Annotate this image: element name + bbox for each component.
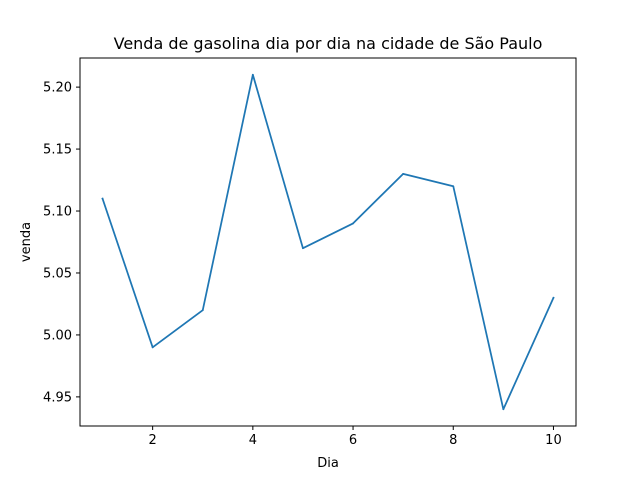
- x-tick-label: 10: [545, 433, 562, 448]
- y-tick-label: 5.00: [43, 328, 72, 343]
- y-tick-label: 5.15: [43, 143, 72, 158]
- axis-ticks: 2 4 6 8 10 4.95 5.00 5.05 5.10 5.15 5.20: [43, 81, 562, 448]
- data-point: [201, 309, 204, 312]
- y-axis-label: venda: [19, 222, 34, 262]
- data-point: [352, 222, 354, 225]
- x-tick-label: 8: [449, 433, 457, 448]
- data-point: [502, 408, 505, 411]
- data-point: [151, 346, 154, 349]
- series-layer: [101, 73, 555, 411]
- y-tick-label: 4.95: [43, 390, 72, 405]
- data-point: [552, 296, 555, 299]
- y-tick-label: 5.20: [43, 81, 72, 96]
- y-tick-label: 5.05: [43, 266, 72, 281]
- series-line: [101, 73, 555, 411]
- data-point: [302, 247, 304, 250]
- x-tick-label: 2: [149, 433, 157, 448]
- chart-title: Venda de gasolina dia por dia na cidade …: [114, 34, 543, 53]
- y-tick-label: 5.10: [43, 205, 72, 220]
- data-point: [452, 185, 455, 188]
- data-point: [101, 197, 104, 200]
- plot-frame: [79, 57, 577, 427]
- x-axis-label: Dia: [317, 456, 339, 471]
- x-tick-label: 4: [249, 433, 257, 448]
- data-point: [402, 172, 405, 175]
- data-point: [251, 73, 254, 76]
- x-tick-label: 6: [349, 433, 357, 448]
